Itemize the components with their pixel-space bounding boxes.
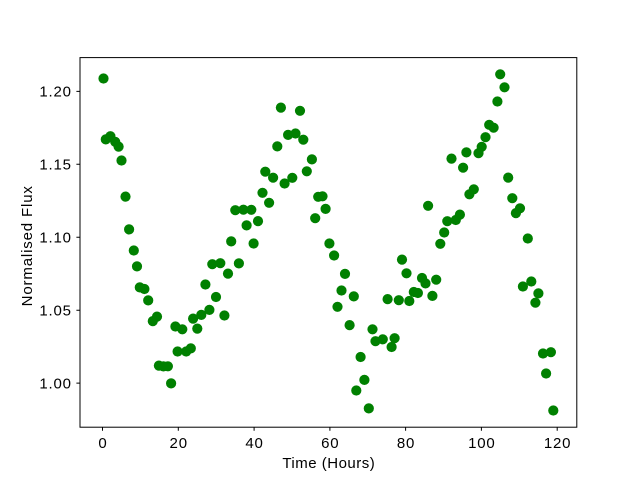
svg-text:120: 120	[544, 435, 571, 452]
svg-text:1.15: 1.15	[39, 157, 71, 174]
svg-text:0: 0	[98, 435, 107, 452]
svg-text:20: 20	[170, 435, 188, 452]
svg-text:Time (Hours): Time (Hours)	[282, 455, 375, 472]
svg-text:80: 80	[397, 435, 415, 452]
svg-text:1.20: 1.20	[39, 84, 71, 101]
svg-text:100: 100	[468, 435, 495, 452]
svg-text:1.10: 1.10	[39, 229, 71, 246]
svg-text:40: 40	[245, 435, 263, 452]
svg-text:1.05: 1.05	[39, 302, 71, 319]
svg-text:60: 60	[321, 435, 339, 452]
svg-text:1.00: 1.00	[39, 375, 71, 392]
svg-text:Normalised Flux: Normalised Flux	[19, 185, 36, 306]
